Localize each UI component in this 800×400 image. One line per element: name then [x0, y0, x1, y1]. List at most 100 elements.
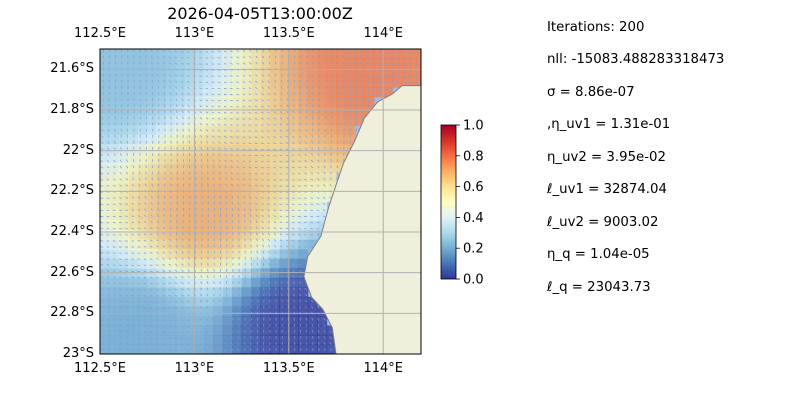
field-cell	[166, 58, 177, 69]
field-cell	[222, 230, 233, 241]
current-arrow	[291, 147, 295, 151]
current-arrow	[120, 342, 123, 345]
current-arrow	[268, 250, 271, 254]
current-arrow	[231, 323, 234, 327]
current-arrow	[199, 318, 203, 321]
current-arrow	[355, 86, 357, 89]
colorbar-gradient	[440, 124, 457, 280]
field-cell	[298, 325, 309, 336]
field-cell	[269, 134, 280, 145]
current-arrow	[187, 98, 190, 102]
field-cell	[166, 182, 177, 193]
field-cell	[232, 334, 243, 346]
current-arrow	[237, 201, 240, 205]
field-cell	[288, 96, 299, 107]
current-arrow	[137, 288, 141, 291]
current-arrow	[114, 128, 116, 132]
current-arrow	[194, 250, 197, 254]
current-arrow	[150, 220, 153, 224]
current-arrow	[199, 325, 203, 327]
x-tick-label-bottom: 113°E	[174, 361, 215, 376]
current-arrow	[137, 240, 141, 242]
current-arrow	[187, 116, 190, 120]
current-arrow	[108, 116, 110, 120]
field-cell	[222, 268, 233, 279]
current-arrow	[107, 128, 110, 132]
current-arrow	[218, 330, 221, 333]
current-arrow	[213, 171, 215, 175]
current-arrow	[199, 111, 203, 114]
field-cell	[298, 334, 309, 346]
current-arrow	[211, 135, 215, 138]
field-cell	[307, 239, 318, 250]
current-arrow	[125, 294, 128, 297]
current-arrow	[286, 281, 289, 285]
current-arrow	[255, 220, 258, 224]
current-arrow	[298, 269, 301, 273]
field-cell	[364, 96, 375, 107]
current-arrow	[187, 288, 190, 291]
current-arrow	[242, 154, 246, 157]
current-arrow	[311, 330, 314, 333]
current-arrow	[292, 116, 295, 120]
current-arrow	[298, 263, 301, 266]
current-arrow	[236, 130, 239, 132]
field-cell	[118, 258, 129, 269]
field-cell	[147, 334, 158, 346]
current-arrow	[149, 319, 153, 321]
field-cell	[213, 87, 224, 98]
field-cell	[109, 144, 120, 155]
field-cell	[288, 49, 299, 60]
current-arrow	[168, 343, 172, 346]
current-arrow	[217, 135, 221, 138]
field-cell	[260, 77, 271, 88]
field-cell	[109, 68, 120, 79]
field-cell	[336, 87, 347, 98]
field-cell	[118, 163, 129, 174]
field-cell	[194, 249, 205, 260]
field-cell	[251, 153, 262, 164]
current-arrow	[298, 160, 301, 163]
current-arrow	[279, 142, 283, 144]
current-arrow	[118, 221, 122, 224]
current-arrow	[150, 55, 153, 59]
field-cell	[260, 87, 271, 98]
field-cell	[203, 201, 214, 212]
current-arrow	[262, 250, 265, 254]
current-arrow	[224, 177, 227, 181]
current-arrow	[106, 172, 110, 175]
field-cell	[137, 115, 148, 126]
current-arrow	[230, 62, 233, 65]
current-arrow	[180, 56, 184, 59]
current-arrow	[182, 122, 184, 126]
current-arrow	[212, 299, 215, 303]
field-cell	[326, 334, 337, 346]
field-cell	[288, 220, 299, 231]
field-cell	[137, 106, 148, 117]
field-cell	[128, 239, 139, 250]
field-cell	[118, 96, 129, 107]
current-arrow	[138, 49, 141, 53]
current-arrow	[261, 74, 264, 77]
field-cell	[118, 287, 129, 298]
current-arrow	[150, 202, 153, 205]
current-arrow	[150, 349, 153, 352]
current-arrow	[261, 99, 264, 102]
field-cell	[213, 211, 224, 222]
field-cell	[241, 125, 252, 136]
current-arrow	[273, 227, 277, 230]
current-arrow	[206, 159, 209, 162]
current-arrow	[396, 75, 400, 77]
current-arrow	[118, 270, 122, 273]
current-arrow	[273, 111, 277, 114]
current-arrow	[219, 293, 221, 297]
current-arrow	[305, 317, 308, 321]
field-cell	[147, 258, 158, 269]
current-arrow	[286, 92, 289, 95]
current-arrow	[372, 50, 375, 53]
field-cell	[260, 49, 271, 60]
field-cell	[194, 211, 205, 222]
current-arrow	[149, 331, 153, 334]
current-arrow	[285, 129, 289, 132]
current-arrow	[322, 209, 326, 212]
